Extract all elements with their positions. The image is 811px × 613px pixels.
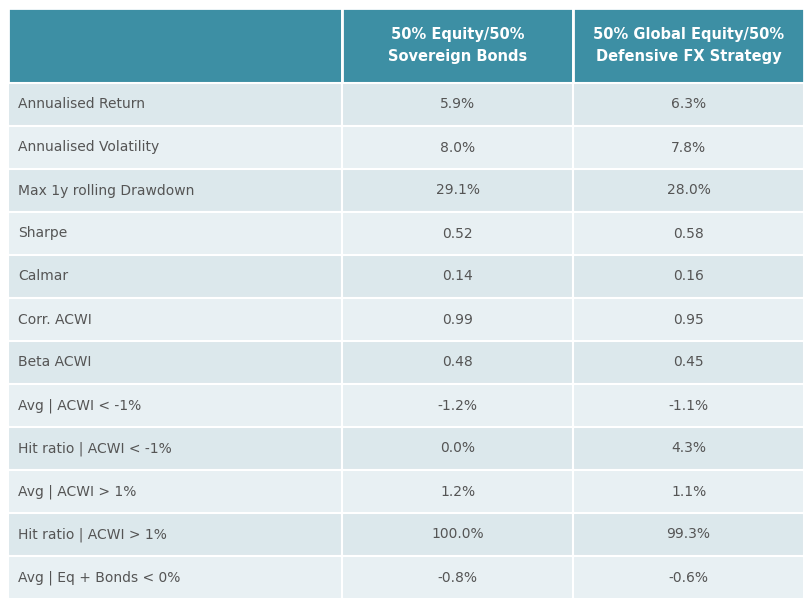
Text: 0.16: 0.16 [672,270,703,283]
Text: Avg | Eq + Bonds < 0%: Avg | Eq + Bonds < 0% [18,570,180,585]
FancyBboxPatch shape [573,255,803,298]
FancyBboxPatch shape [573,126,803,169]
FancyBboxPatch shape [8,126,342,169]
FancyBboxPatch shape [342,341,573,384]
FancyBboxPatch shape [8,341,342,384]
Text: 50% Global Equity/50%
Defensive FX Strategy: 50% Global Equity/50% Defensive FX Strat… [592,28,783,64]
Text: 8.0%: 8.0% [440,140,474,154]
FancyBboxPatch shape [342,427,573,470]
FancyBboxPatch shape [8,556,342,599]
Text: Sharpe: Sharpe [18,226,67,240]
Text: 50% Equity/50%
Sovereign Bonds: 50% Equity/50% Sovereign Bonds [388,28,526,64]
FancyBboxPatch shape [342,556,573,599]
FancyBboxPatch shape [573,427,803,470]
Text: Annualised Volatility: Annualised Volatility [18,140,159,154]
FancyBboxPatch shape [8,427,342,470]
FancyBboxPatch shape [8,212,342,255]
Text: 0.45: 0.45 [672,356,703,370]
FancyBboxPatch shape [8,169,342,212]
FancyBboxPatch shape [342,212,573,255]
FancyBboxPatch shape [342,8,573,83]
FancyBboxPatch shape [8,470,342,513]
FancyBboxPatch shape [573,341,803,384]
Text: 1.1%: 1.1% [670,484,706,498]
Text: 0.14: 0.14 [442,270,473,283]
FancyBboxPatch shape [342,83,573,126]
FancyBboxPatch shape [342,169,573,212]
Text: Calmar: Calmar [18,270,68,283]
Text: 29.1%: 29.1% [436,183,479,197]
FancyBboxPatch shape [8,83,342,126]
FancyBboxPatch shape [342,255,573,298]
FancyBboxPatch shape [573,384,803,427]
Text: 5.9%: 5.9% [440,97,474,112]
Text: Annualised Return: Annualised Return [18,97,145,112]
Text: 1.2%: 1.2% [440,484,474,498]
FancyBboxPatch shape [342,126,573,169]
Text: Max 1y rolling Drawdown: Max 1y rolling Drawdown [18,183,194,197]
FancyBboxPatch shape [342,470,573,513]
FancyBboxPatch shape [8,513,342,556]
Text: -0.8%: -0.8% [437,571,477,585]
Text: 0.58: 0.58 [672,226,703,240]
FancyBboxPatch shape [573,556,803,599]
Text: Avg | ACWI < -1%: Avg | ACWI < -1% [18,398,141,413]
Text: 100.0%: 100.0% [431,528,483,541]
Text: Hit ratio | ACWI > 1%: Hit ratio | ACWI > 1% [18,527,167,542]
Text: 7.8%: 7.8% [670,140,706,154]
Text: 4.3%: 4.3% [670,441,706,455]
FancyBboxPatch shape [342,513,573,556]
FancyBboxPatch shape [8,255,342,298]
FancyBboxPatch shape [573,470,803,513]
Text: Corr. ACWI: Corr. ACWI [18,313,92,327]
Text: Avg | ACWI > 1%: Avg | ACWI > 1% [18,484,136,499]
FancyBboxPatch shape [573,212,803,255]
Text: 99.3%: 99.3% [666,528,710,541]
FancyBboxPatch shape [8,298,342,341]
FancyBboxPatch shape [342,384,573,427]
Text: 0.95: 0.95 [672,313,703,327]
FancyBboxPatch shape [573,8,803,83]
Text: -1.1%: -1.1% [667,398,708,413]
Text: -0.6%: -0.6% [667,571,708,585]
FancyBboxPatch shape [8,384,342,427]
FancyBboxPatch shape [573,513,803,556]
Text: 0.52: 0.52 [442,226,473,240]
FancyBboxPatch shape [8,8,342,83]
FancyBboxPatch shape [573,83,803,126]
Text: -1.2%: -1.2% [437,398,477,413]
Text: 28.0%: 28.0% [666,183,710,197]
FancyBboxPatch shape [342,298,573,341]
Text: 0.99: 0.99 [442,313,473,327]
FancyBboxPatch shape [573,298,803,341]
FancyBboxPatch shape [573,169,803,212]
Text: Hit ratio | ACWI < -1%: Hit ratio | ACWI < -1% [18,441,172,455]
Text: Beta ACWI: Beta ACWI [18,356,92,370]
Text: 0.48: 0.48 [442,356,473,370]
Text: 6.3%: 6.3% [670,97,706,112]
Text: 0.0%: 0.0% [440,441,474,455]
